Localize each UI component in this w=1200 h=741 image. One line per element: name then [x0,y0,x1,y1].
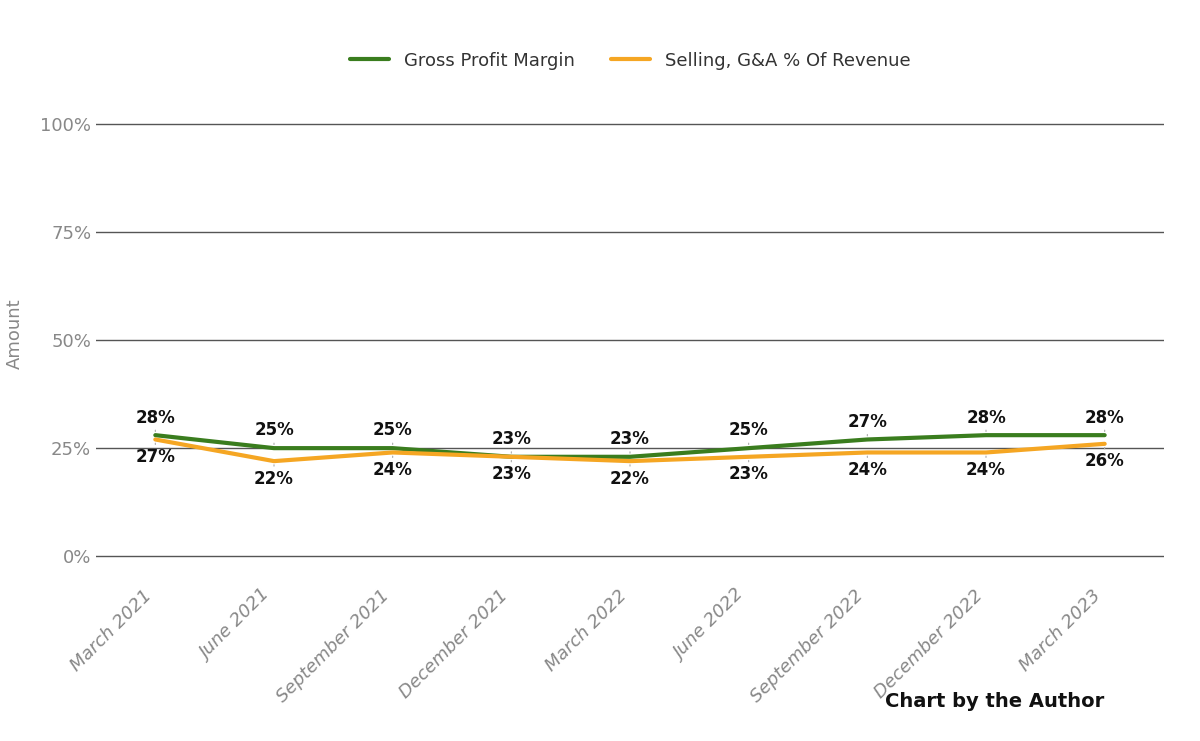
Text: 25%: 25% [254,422,294,439]
Selling, G&A % Of Revenue [979,448,994,457]
Text: 24%: 24% [847,461,887,479]
Text: 27%: 27% [136,448,175,466]
Text: 28%: 28% [136,408,175,427]
Selling, G&A % Of Revenue [623,456,637,465]
Text: 23%: 23% [728,465,769,483]
Gross Profit Margin [860,435,875,444]
Selling, G&A % Of Revenue [385,448,400,457]
Text: 27%: 27% [847,413,887,431]
Selling, G&A % Of Revenue [1098,439,1112,448]
Gross Profit Margin [1098,431,1112,439]
Legend: Gross Profit Margin, Selling, G&A % Of Revenue: Gross Profit Margin, Selling, G&A % Of R… [342,45,918,78]
Text: 26%: 26% [1085,453,1124,471]
Selling, G&A % Of Revenue [860,448,875,457]
Gross Profit Margin [742,444,756,453]
Text: 28%: 28% [1085,408,1124,427]
Text: 22%: 22% [254,470,294,488]
Gross Profit Margin [385,444,400,453]
Gross Profit Margin [504,452,518,461]
Text: 25%: 25% [728,422,768,439]
Gross Profit Margin [148,431,162,439]
Selling, G&A % Of Revenue [504,452,518,461]
Selling, G&A % Of Revenue [742,452,756,461]
Text: 25%: 25% [373,422,413,439]
Text: 23%: 23% [610,430,650,448]
Text: 23%: 23% [491,430,532,448]
Selling, G&A % Of Revenue [148,435,162,444]
Text: 24%: 24% [373,461,413,479]
Text: 23%: 23% [491,465,532,483]
Text: 24%: 24% [966,461,1006,479]
Gross Profit Margin [266,444,281,453]
Text: Chart by the Author: Chart by the Author [884,692,1104,711]
Line: Selling, G&A % Of Revenue: Selling, G&A % Of Revenue [155,439,1105,461]
Text: 28%: 28% [966,408,1006,427]
Selling, G&A % Of Revenue [266,456,281,465]
Y-axis label: Amount: Amount [6,298,24,369]
Text: 22%: 22% [610,470,650,488]
Gross Profit Margin [979,431,994,439]
Line: Gross Profit Margin: Gross Profit Margin [155,435,1105,456]
Gross Profit Margin [623,452,637,461]
